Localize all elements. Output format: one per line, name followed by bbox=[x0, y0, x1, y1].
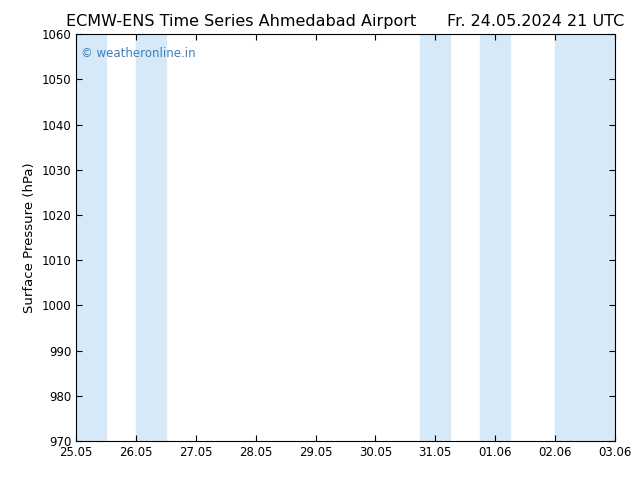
Title: ECMW-ENS Time Series Ahmedabad Airport      Fr. 24.05.2024 21 UTC: ECMW-ENS Time Series Ahmedabad Airport F… bbox=[67, 14, 624, 29]
Bar bbox=[420, 34, 450, 441]
Text: © weatheronline.in: © weatheronline.in bbox=[81, 47, 196, 59]
Bar bbox=[136, 34, 166, 441]
Y-axis label: Surface Pressure (hPa): Surface Pressure (hPa) bbox=[23, 162, 36, 313]
Bar bbox=[480, 34, 510, 441]
Bar bbox=[555, 34, 615, 441]
Bar bbox=[76, 34, 106, 441]
